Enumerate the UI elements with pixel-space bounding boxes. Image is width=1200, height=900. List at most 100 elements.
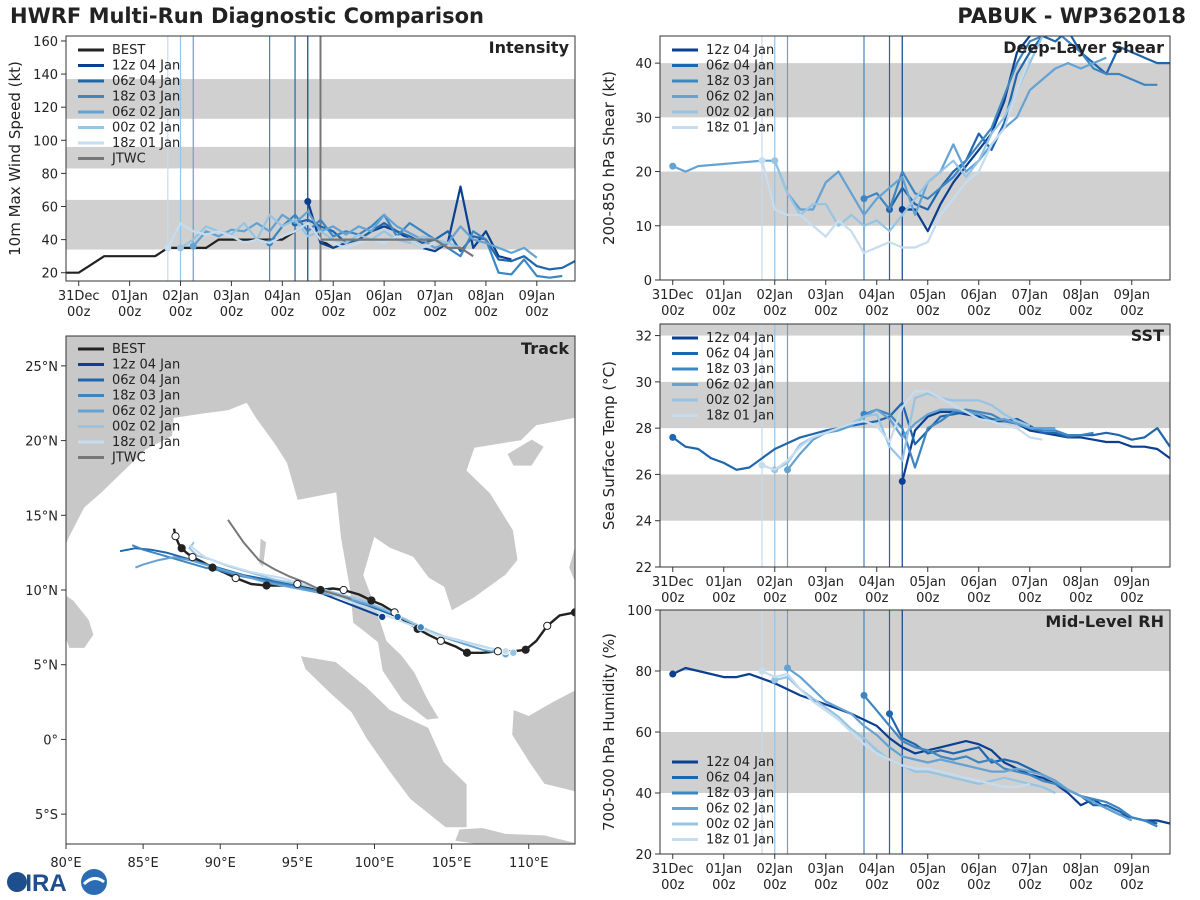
rh-xtick-day: 01Jan [705,862,742,877]
legend-label-intensity-06z-02-jan: 06z 02 Jan [112,105,180,120]
sst-xtick-day: 01Jan [705,575,742,590]
shear-xtick-hour: 00z [1120,304,1144,319]
track-series-jtwc [227,519,352,600]
legend-label-track-18z-03-jan: 18z 03 Jan [112,389,180,404]
intensity-init-point-12z-04-jan [304,198,312,206]
map-landmass-hainan [506,438,545,467]
legend-label-track-18z-01-jan: 18z 01 Jan [112,435,180,450]
legend-label-shear-06z-04-jan: 06z 04 Jan [706,59,774,74]
sst-ytick-label: 30 [635,376,652,391]
shear-xtick-day: 09Jan [1113,288,1150,303]
intensity-series-18z-03-jan [268,213,563,279]
legend-label-shear-00z-02-jan: 00z 02 Jan [706,105,774,120]
sst-series-06z-04-jan [672,401,1170,471]
intensity-xtick-hour: 00z [118,305,142,320]
track-point-best [177,544,186,553]
map-landmass-java [454,827,575,844]
shear-xtick-hour: 00z [916,304,940,319]
shear-xtick-day: 05Jan [909,288,946,303]
track-title: Track [521,339,569,358]
rh-panel: 2040608010031Dec00z01Jan00z02Jan00z03Jan… [600,604,1171,893]
rh-title: Mid-Level RH [1045,612,1164,631]
legend-label-intensity-18z-01-jan: 18z 01 Jan [112,136,180,151]
intensity-ylabel: 10m Max Wind Speed (kt) [6,61,24,256]
legend-label-sst-12z-04-jan: 12z 04 Jan [706,331,774,346]
intensity-xtick-day: 05Jan [315,289,352,304]
sst-ytick-label: 28 [635,422,652,437]
shear-ylabel: 200-850 hPa Shear (kt) [600,71,618,245]
rh-xtick-hour: 00z [1069,878,1093,893]
legend-label-sst-06z-04-jan: 06z 04 Jan [706,347,774,362]
rh-xtick-day: 04Jan [858,862,895,877]
legend-label-rh-06z-04-jan: 06z 04 Jan [706,771,774,786]
legend-label-intensity-jtwc: JTWC [111,152,146,167]
shear-xtick-hour: 00z [865,304,889,319]
intensity-series-jtwc [320,238,474,258]
storm-id-title: PABUK - WP362018 [957,4,1186,28]
legend-label-sst-18z-03-jan: 18z 03 Jan [706,362,774,377]
sst-xtick-day: 06Jan [960,575,997,590]
legend-label-intensity-18z-03-jan: 18z 03 Jan [112,90,180,105]
shear-series-00z-02-jan [773,36,1044,233]
track-point-best [339,585,348,595]
sst-frame [659,323,1171,568]
legend-label-sst-00z-02-jan: 00z 02 Jan [706,393,774,408]
legend-label-sst-18z-01-jan: 18z 01 Jan [706,409,774,424]
sst-xtick-hour: 00z [967,591,991,606]
track-point-best [293,579,302,589]
map-landmass-asia [66,336,575,721]
track-point-best [367,596,376,605]
track-lat-label: 25°N [25,360,58,375]
rh-xtick-day: 09Jan [1113,862,1150,877]
sst-xtick-day: 02Jan [756,575,793,590]
sst-series-18z-03-jan [863,408,1094,469]
shear-title: Deep-Layer Shear [1003,38,1164,57]
shear-xtick-hour: 00z [967,304,991,319]
map-landmass-philippines [568,545,575,583]
sst-init-point-06z-04-jan [669,433,677,441]
rh-xtick-hour: 00z [916,878,940,893]
sst-init-point-12z-04-jan [898,477,906,485]
rh-ytick-label: 60 [635,726,652,741]
track-lon-label: 80°E [50,856,81,871]
shear-frame [659,35,1171,281]
shear-init-point-18z-03-jan [860,195,868,203]
intensity-xtick-day: 06Jan [366,289,403,304]
intensity-xtick-hour: 00z [271,305,295,320]
rh-init-point-12z-04-jan [669,670,677,678]
intensity-ytick-label: 80 [41,167,58,182]
rh-init-point-06z-02-jan [784,664,791,672]
legend-label-shear-18z-01-jan: 18z 01 Jan [706,121,774,136]
legend-label-rh-12z-04-jan: 12z 04 Jan [706,755,774,770]
shear-panel: 01020304031Dec00z01Jan00z02Jan00z03Jan00… [600,35,1171,319]
rh-init-point-18z-01-jan [758,667,766,675]
shear-ytick-label: 10 [635,220,652,235]
legend-label-shear-12z-04-jan: 12z 04 Jan [706,43,774,58]
rh-xtick-day: 06Jan [960,862,997,877]
legend-label-shear-06z-02-jan: 06z 02 Jan [706,90,774,105]
sst-xtick-hour: 00z [1018,591,1042,606]
shear-series-12z-04-jan [902,36,1032,233]
shear-series-18z-03-jan [863,36,1158,211]
rh-series-00z-02-jan [774,675,1056,794]
legend-label-rh-06z-02-jan: 06z 02 Jan [706,802,774,817]
sst-ytick-label: 24 [635,515,652,530]
shear-xtick-hour: 00z [661,304,685,319]
intensity-ytick-label: 160 [33,35,58,50]
sst-panel: 22242628303231Dec00z01Jan00z02Jan00z03Ja… [600,323,1171,606]
page-title: HWRF Multi-Run Diagnostic Comparison [10,4,485,28]
rh-ylabel: 700-500 hPa Humidity (%) [600,633,618,831]
track-lon-label: 110°E [509,856,549,871]
rh-xtick-hour: 00z [661,878,685,893]
rh-series-18z-01-jan [761,670,1031,789]
rh-init-point-00z-02-jan [771,676,779,684]
sst-xtick-day: 07Jan [1011,575,1048,590]
rh-series-06z-04-jan [888,713,1158,825]
rh-ytick-label: 80 [635,665,652,680]
sst-init-point-06z-02-jan [784,466,791,474]
sst-init-point-18z-01-jan [758,461,766,469]
noaa-seal-icon [81,869,107,895]
track-point-best [316,585,325,595]
track-point-best [570,608,575,617]
intensity-panel: 2040608010012014016031Dec00z01Jan00z02Ja… [6,35,576,320]
